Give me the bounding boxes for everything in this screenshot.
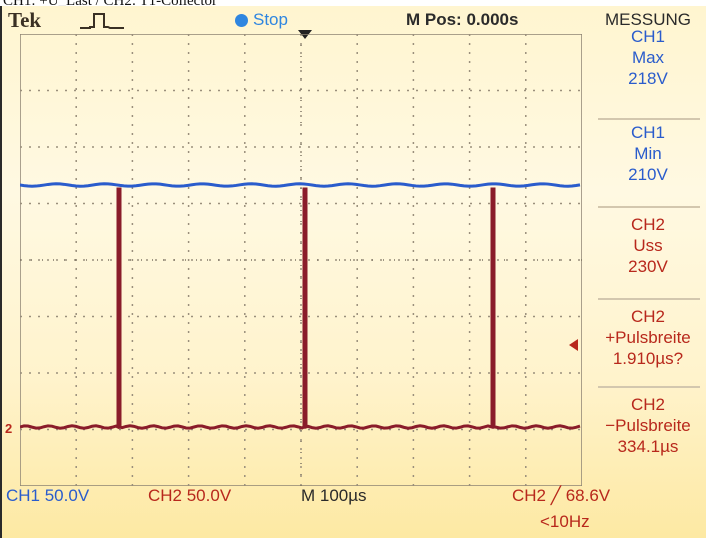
measurement-type: Min <box>634 144 662 163</box>
divider <box>598 298 700 300</box>
oscilloscope-screen: Tek Stop M Pos: 0.000s 2 MESSUNG CH1 Max… <box>0 6 706 538</box>
ch2-vertical-scale[interactable]: CH2 50.0V <box>148 486 232 505</box>
ch1-vertical-scale[interactable]: CH1 50.0V <box>6 486 90 505</box>
measurement-type: Max <box>631 48 665 67</box>
ch1-waveform <box>20 182 581 188</box>
measurement-ch2-neg-pulse-width[interactable]: CH2 −Pulsbreite 334.1µs <box>594 394 702 474</box>
measurement-channel: CH2 <box>630 395 665 414</box>
run-status-dot-icon <box>235 14 248 27</box>
horizontal-position: M Pos: 0.000s <box>406 10 519 29</box>
measurement-ch1-max[interactable]: CH1 Max 218V <box>594 26 702 106</box>
measurement-value: 334.1µs <box>617 437 679 456</box>
horizontal-time-scale[interactable]: M 100µs <box>301 486 367 505</box>
divider <box>598 386 700 388</box>
waveform-display <box>20 34 582 486</box>
ch2-waveform <box>20 187 581 430</box>
bottom-status-bar: CH1 50.0V CH2 50.0V M 100µs CH2 ╱ 68.6V … <box>2 484 706 538</box>
measurement-panel: MESSUNG CH1 Max 218V CH1 Min 210V CH2 Us… <box>594 6 706 484</box>
measurement-channel: CH2 <box>630 215 665 234</box>
run-status[interactable]: Stop <box>253 10 288 29</box>
measurement-value: 230V <box>628 257 668 276</box>
caption: CH1: +U_Last / CH2: T1-Collector <box>3 0 217 8</box>
divider <box>598 118 700 120</box>
measurement-title[interactable]: MESSUNG <box>605 10 691 29</box>
measurement-channel: CH1 <box>630 123 665 142</box>
trigger-frequency: <10Hz <box>540 512 590 531</box>
measurement-type: +Pulsbreite <box>605 328 691 347</box>
measurement-channel: CH1 <box>630 27 665 46</box>
measurement-value: 1.910µs? <box>612 349 684 368</box>
measurement-value: 218V <box>628 69 668 88</box>
trigger-level-arrow-icon <box>569 339 578 351</box>
ch2-ground-marker: 2 <box>5 421 13 436</box>
brand-logo: Tek <box>8 8 42 32</box>
top-status-bar: Tek Stop M Pos: 0.000s <box>2 6 592 39</box>
measurement-type: Uss <box>633 236 663 255</box>
measurement-ch2-uss[interactable]: CH2 Uss 230V <box>594 214 702 294</box>
measurement-channel: CH2 <box>630 307 665 326</box>
measurement-type: −Pulsbreite <box>605 416 691 435</box>
measurement-value: 210V <box>628 165 668 184</box>
pulse-trigger-icon <box>80 12 124 30</box>
measurement-ch1-min[interactable]: CH1 Min 210V <box>594 122 702 202</box>
trigger-setting[interactable]: CH2 ╱ 68.6V <box>512 486 611 505</box>
divider <box>598 206 700 208</box>
measurement-ch2-pos-pulse-width[interactable]: CH2 +Pulsbreite 1.910µs? <box>594 306 702 386</box>
